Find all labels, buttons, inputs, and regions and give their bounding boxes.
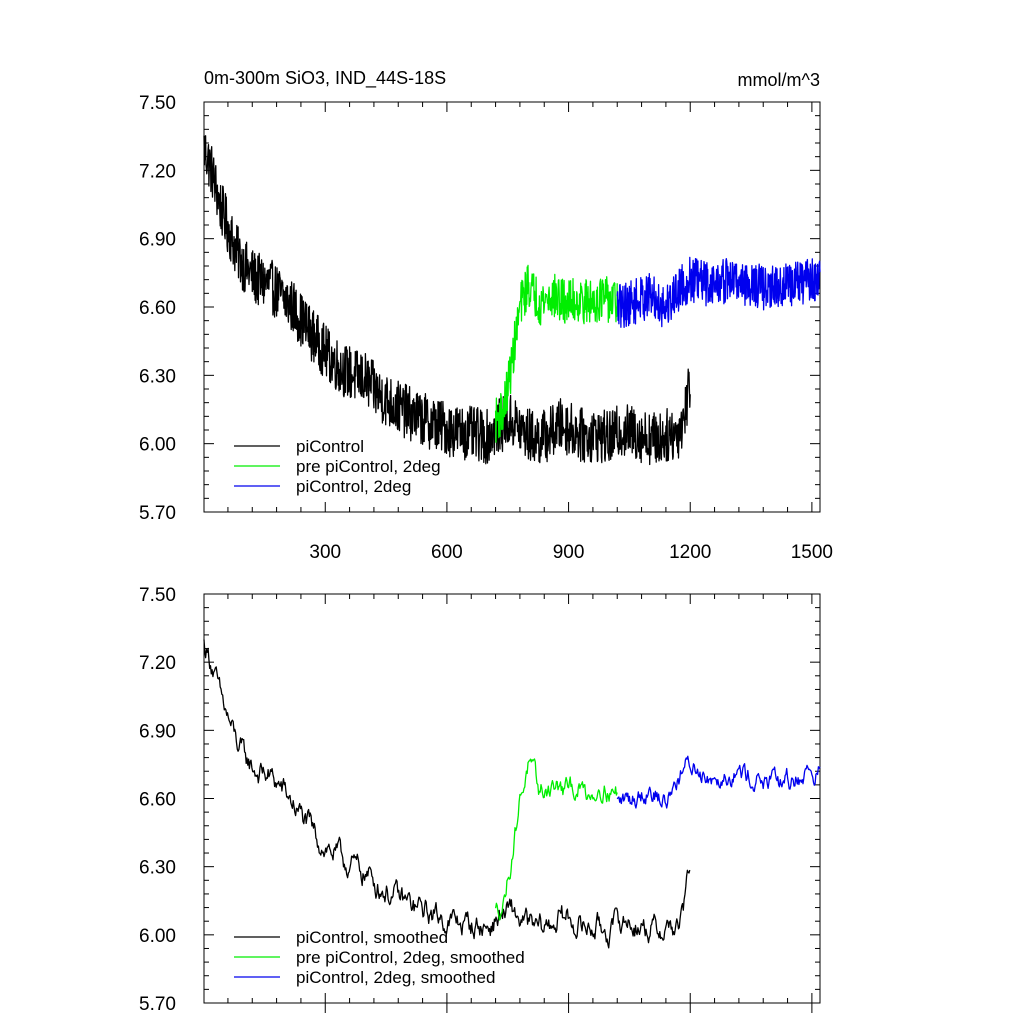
top-panel: 5.70 6.00 6.30 6.60 6.90 7.20 7.50 300 600 900 120… bbox=[139, 93, 833, 563]
legend-label: pre piControl, 2deg, smoothed bbox=[296, 948, 525, 967]
legend-label: piControl bbox=[296, 437, 364, 456]
y-tick-label: 6.60 bbox=[139, 790, 176, 811]
x-tick-label: 900 bbox=[553, 542, 585, 563]
bottom-panel: 5.70 6.00 6.30 6.60 6.90 7.20 7.50 piControl, s… bbox=[139, 585, 821, 1015]
chart-title: 0m-300m SiO3, IND_44S-18S bbox=[204, 68, 446, 89]
y-tick-label: 6.90 bbox=[139, 230, 176, 251]
series-line-1 bbox=[494, 758, 618, 921]
y-tick-label: 6.00 bbox=[139, 435, 176, 456]
x-tick-label: 1500 bbox=[791, 542, 833, 563]
y-tick-label: 7.20 bbox=[139, 653, 176, 674]
units-label: mmol/m^3 bbox=[738, 70, 820, 90]
legend-label: piControl, 2deg bbox=[296, 477, 411, 496]
y-tick-label: 6.30 bbox=[139, 858, 176, 879]
y-tick-label: 6.00 bbox=[139, 926, 176, 947]
y-tick-label: 6.90 bbox=[139, 721, 176, 742]
x-tick-label: 1200 bbox=[669, 542, 711, 563]
y-tick-label: 5.70 bbox=[139, 503, 176, 524]
y-tick-label: 7.20 bbox=[139, 161, 176, 182]
legend-label: pre piControl, 2deg bbox=[296, 457, 441, 476]
y-tick-label: 7.50 bbox=[139, 93, 176, 114]
y-tick-label: 6.30 bbox=[139, 366, 176, 387]
series-line-0 bbox=[203, 135, 691, 466]
y-tick-label: 5.70 bbox=[139, 994, 176, 1015]
legend-label: piControl, 2deg, smoothed bbox=[296, 968, 495, 987]
x-tick-label: 300 bbox=[309, 542, 341, 563]
series-line-2 bbox=[616, 256, 821, 328]
y-tick-label: 7.50 bbox=[139, 585, 176, 606]
series-line-2 bbox=[616, 755, 821, 809]
legend-label: piControl, smoothed bbox=[296, 928, 448, 947]
series-line-0 bbox=[203, 639, 691, 949]
y-tick-label: 6.60 bbox=[139, 298, 176, 319]
x-tick-label: 600 bbox=[431, 542, 463, 563]
series-line-1 bbox=[494, 264, 618, 443]
